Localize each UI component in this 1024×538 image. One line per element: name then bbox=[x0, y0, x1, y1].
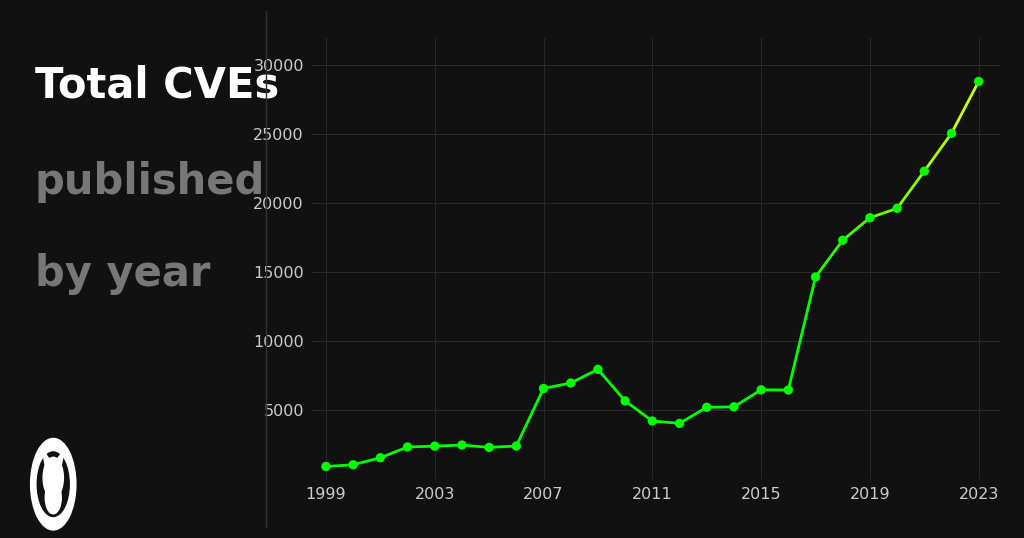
Point bbox=[399, 443, 416, 451]
Point bbox=[672, 419, 688, 428]
Point bbox=[454, 441, 470, 449]
Point bbox=[835, 236, 851, 245]
Point bbox=[481, 443, 498, 452]
Point bbox=[616, 397, 633, 405]
Polygon shape bbox=[55, 449, 65, 468]
Circle shape bbox=[45, 482, 61, 514]
Text: Total CVEs: Total CVEs bbox=[35, 65, 279, 107]
Point bbox=[427, 442, 443, 450]
Point bbox=[726, 402, 742, 411]
Point bbox=[916, 167, 933, 175]
Circle shape bbox=[37, 452, 70, 516]
Point bbox=[698, 403, 715, 412]
Point bbox=[644, 417, 660, 426]
Point bbox=[317, 462, 334, 471]
Point bbox=[807, 273, 823, 281]
Point bbox=[780, 386, 797, 394]
Point bbox=[889, 204, 905, 213]
Point bbox=[345, 461, 361, 469]
Point bbox=[590, 365, 606, 374]
Point bbox=[943, 129, 959, 138]
Polygon shape bbox=[42, 449, 51, 468]
Circle shape bbox=[31, 438, 76, 530]
Text: by year: by year bbox=[35, 253, 210, 295]
Text: published: published bbox=[35, 161, 265, 203]
Point bbox=[971, 77, 987, 86]
Point bbox=[753, 386, 769, 394]
Point bbox=[562, 379, 579, 387]
Point bbox=[862, 214, 879, 222]
Point bbox=[536, 384, 552, 393]
Point bbox=[372, 454, 388, 462]
Circle shape bbox=[43, 457, 63, 498]
Point bbox=[508, 442, 524, 450]
